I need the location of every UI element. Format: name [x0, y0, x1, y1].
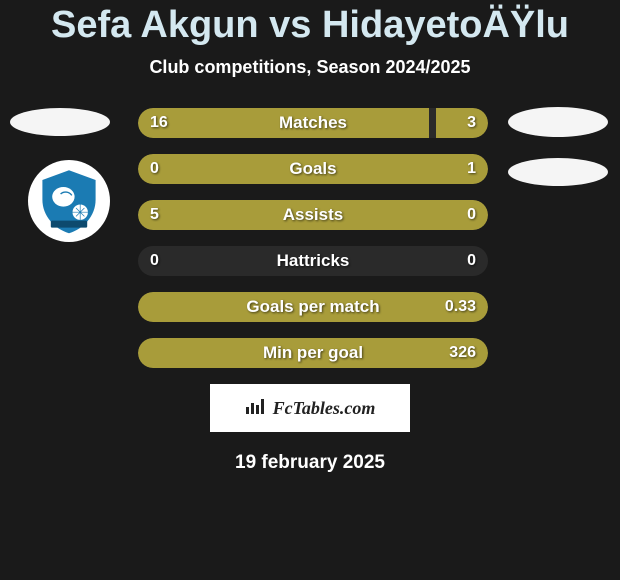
club-shield-icon	[34, 166, 104, 236]
date-text: 19 february 2025	[0, 452, 620, 474]
stat-bar: Goals0 1	[138, 154, 488, 184]
stat-label: Assists	[138, 200, 488, 230]
chart-icon	[245, 397, 267, 420]
stat-bar: Hattricks0 0	[138, 246, 488, 276]
stat-bar: Min per goal326	[138, 338, 488, 368]
logo-text: FcTables.com	[273, 398, 376, 419]
page-title: Sefa Akgun vs HidayetoÄŸlu	[0, 0, 620, 47]
stat-value-left: 16	[150, 108, 168, 138]
player-right-placeholder	[508, 107, 608, 137]
page-subtitle: Club competitions, Season 2024/2025	[0, 57, 620, 78]
player-left-placeholder	[10, 108, 110, 136]
stat-value-right: 326	[449, 338, 476, 368]
stat-value-right: 0	[467, 246, 476, 276]
stat-label: Min per goal	[138, 338, 488, 368]
stat-value-left: 0	[150, 246, 159, 276]
stat-bar: Assists5 0	[138, 200, 488, 230]
fctables-logo: FcTables.com	[210, 384, 410, 432]
stat-label: Goals per match	[138, 292, 488, 322]
stat-label: Matches	[138, 108, 488, 138]
stat-value-right: 3	[467, 108, 476, 138]
stat-bar: Goals per match0.33	[138, 292, 488, 322]
stat-value-right: 0.33	[445, 292, 476, 322]
stat-bar: Matches16 3	[138, 108, 488, 138]
stats-bars: Matches163Goals01Assists50Hattricks00Goa…	[138, 108, 488, 368]
stat-value-left: 0	[150, 154, 159, 184]
club-left-badge	[28, 160, 110, 242]
stat-value-right: 1	[467, 154, 476, 184]
stat-label: Hattricks	[138, 246, 488, 276]
content-area: Matches163Goals01Assists50Hattricks00Goa…	[0, 108, 620, 474]
stat-value-left: 5	[150, 200, 159, 230]
stat-value-right: 0	[467, 200, 476, 230]
club-right-placeholder	[508, 158, 608, 186]
stat-label: Goals	[138, 154, 488, 184]
